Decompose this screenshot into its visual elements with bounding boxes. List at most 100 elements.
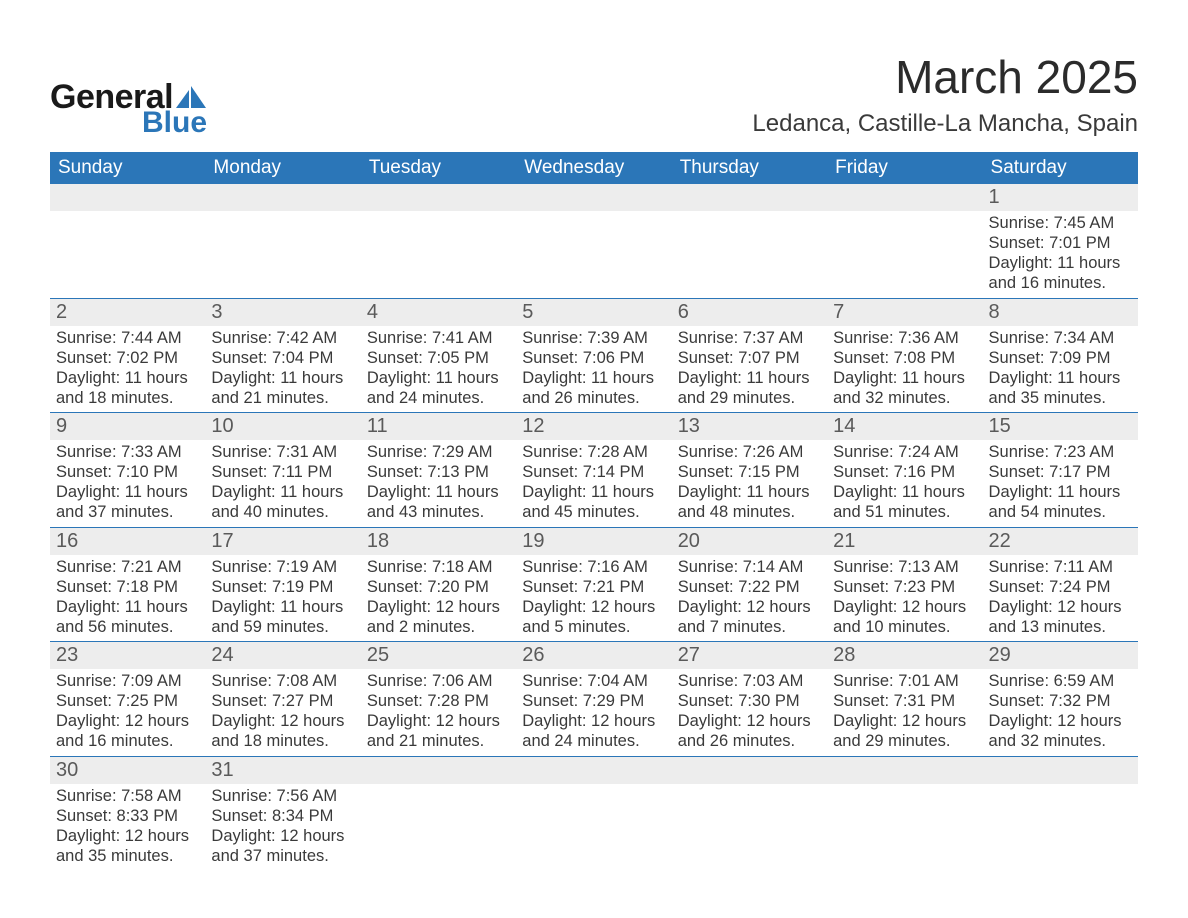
daynum-row: 9101112131415 (50, 413, 1138, 441)
day-number-cell (361, 184, 516, 211)
day-number-cell: 4 (361, 298, 516, 326)
day-number-cell: 18 (361, 527, 516, 555)
daynum-row: 3031 (50, 756, 1138, 784)
sunrise-line: Sunrise: 7:36 AM (833, 328, 976, 348)
sunset-line: Sunset: 7:32 PM (989, 691, 1132, 711)
daylight-line-1: Daylight: 12 hours (522, 597, 665, 617)
daynum-row: 1 (50, 184, 1138, 211)
detail-row: Sunrise: 7:45 AMSunset: 7:01 PMDaylight:… (50, 211, 1138, 298)
day-number-cell: 22 (983, 527, 1138, 555)
day-detail-cell: Sunrise: 7:24 AMSunset: 7:16 PMDaylight:… (827, 440, 982, 527)
sunrise-line: Sunrise: 7:16 AM (522, 557, 665, 577)
daylight-line-2: and 7 minutes. (678, 617, 821, 637)
daylight-line-2: and 54 minutes. (989, 502, 1132, 522)
day-detail-cell: Sunrise: 7:37 AMSunset: 7:07 PMDaylight:… (672, 326, 827, 413)
daylight-line-1: Daylight: 11 hours (211, 368, 354, 388)
sunrise-line: Sunrise: 7:09 AM (56, 671, 199, 691)
daylight-line-1: Daylight: 11 hours (833, 482, 976, 502)
sunset-line: Sunset: 7:19 PM (211, 577, 354, 597)
sunrise-line: Sunrise: 7:14 AM (678, 557, 821, 577)
day-detail-cell (361, 784, 516, 871)
sunset-line: Sunset: 7:04 PM (211, 348, 354, 368)
sunrise-line: Sunrise: 7:08 AM (211, 671, 354, 691)
sunrise-line: Sunrise: 7:04 AM (522, 671, 665, 691)
daylight-line-1: Daylight: 11 hours (56, 368, 199, 388)
sunset-line: Sunset: 7:23 PM (833, 577, 976, 597)
daylight-line-1: Daylight: 11 hours (522, 482, 665, 502)
daylight-line-1: Daylight: 12 hours (678, 711, 821, 731)
day-number-cell (827, 184, 982, 211)
daylight-line-2: and 16 minutes. (56, 731, 199, 751)
daylight-line-2: and 5 minutes. (522, 617, 665, 637)
day-detail-cell: Sunrise: 7:14 AMSunset: 7:22 PMDaylight:… (672, 555, 827, 642)
weekday-header: Saturday (983, 152, 1138, 184)
day-detail-cell: Sunrise: 7:36 AMSunset: 7:08 PMDaylight:… (827, 326, 982, 413)
sunrise-line: Sunrise: 7:29 AM (367, 442, 510, 462)
daylight-line-2: and 45 minutes. (522, 502, 665, 522)
day-detail-cell: Sunrise: 7:29 AMSunset: 7:13 PMDaylight:… (361, 440, 516, 527)
day-detail-cell: Sunrise: 6:59 AMSunset: 7:32 PMDaylight:… (983, 669, 1138, 756)
day-detail-cell (205, 211, 360, 298)
weekday-header: Wednesday (516, 152, 671, 184)
day-number-cell (516, 756, 671, 784)
day-detail-cell: Sunrise: 7:21 AMSunset: 7:18 PMDaylight:… (50, 555, 205, 642)
day-detail-cell: Sunrise: 7:19 AMSunset: 7:19 PMDaylight:… (205, 555, 360, 642)
day-number-cell: 3 (205, 298, 360, 326)
day-number-cell: 16 (50, 527, 205, 555)
sunrise-line: Sunrise: 7:56 AM (211, 786, 354, 806)
daylight-line-2: and 16 minutes. (989, 273, 1132, 293)
daylight-line-2: and 37 minutes. (56, 502, 199, 522)
day-detail-cell: Sunrise: 7:16 AMSunset: 7:21 PMDaylight:… (516, 555, 671, 642)
sunrise-line: Sunrise: 7:26 AM (678, 442, 821, 462)
day-number-cell: 24 (205, 642, 360, 670)
daylight-line-1: Daylight: 12 hours (56, 711, 199, 731)
day-detail-cell: Sunrise: 7:58 AMSunset: 8:33 PMDaylight:… (50, 784, 205, 871)
sunset-line: Sunset: 7:25 PM (56, 691, 199, 711)
sunset-line: Sunset: 7:28 PM (367, 691, 510, 711)
day-number-cell: 21 (827, 527, 982, 555)
daylight-line-1: Daylight: 11 hours (678, 482, 821, 502)
sunrise-line: Sunrise: 7:11 AM (989, 557, 1132, 577)
daylight-line-2: and 18 minutes. (211, 731, 354, 751)
daylight-line-2: and 29 minutes. (678, 388, 821, 408)
sunset-line: Sunset: 7:15 PM (678, 462, 821, 482)
daynum-row: 23242526272829 (50, 642, 1138, 670)
sunrise-line: Sunrise: 7:34 AM (989, 328, 1132, 348)
sunrise-line: Sunrise: 7:45 AM (989, 213, 1132, 233)
sunrise-line: Sunrise: 7:42 AM (211, 328, 354, 348)
sunrise-line: Sunrise: 7:19 AM (211, 557, 354, 577)
day-detail-cell: Sunrise: 7:34 AMSunset: 7:09 PMDaylight:… (983, 326, 1138, 413)
sunset-line: Sunset: 7:06 PM (522, 348, 665, 368)
sunrise-line: Sunrise: 6:59 AM (989, 671, 1132, 691)
sunset-line: Sunset: 7:08 PM (833, 348, 976, 368)
day-number-cell: 8 (983, 298, 1138, 326)
day-detail-cell (672, 211, 827, 298)
sunset-line: Sunset: 7:01 PM (989, 233, 1132, 253)
day-detail-cell: Sunrise: 7:44 AMSunset: 7:02 PMDaylight:… (50, 326, 205, 413)
logo-word-blue: Blue (142, 108, 207, 138)
month-title: March 2025 (752, 50, 1138, 104)
weekday-header: Sunday (50, 152, 205, 184)
daylight-line-1: Daylight: 11 hours (367, 368, 510, 388)
day-detail-cell (983, 784, 1138, 871)
sail-icon (176, 86, 206, 108)
day-number-cell: 19 (516, 527, 671, 555)
day-detail-cell: Sunrise: 7:13 AMSunset: 7:23 PMDaylight:… (827, 555, 982, 642)
sunrise-line: Sunrise: 7:01 AM (833, 671, 976, 691)
sunset-line: Sunset: 7:17 PM (989, 462, 1132, 482)
day-number-cell: 17 (205, 527, 360, 555)
daylight-line-2: and 24 minutes. (367, 388, 510, 408)
sunset-line: Sunset: 7:09 PM (989, 348, 1132, 368)
day-number-cell (205, 184, 360, 211)
day-number-cell (516, 184, 671, 211)
day-number-cell: 23 (50, 642, 205, 670)
daylight-line-2: and 13 minutes. (989, 617, 1132, 637)
sunset-line: Sunset: 7:07 PM (678, 348, 821, 368)
daylight-line-2: and 21 minutes. (211, 388, 354, 408)
day-detail-cell (50, 211, 205, 298)
daylight-line-1: Daylight: 11 hours (678, 368, 821, 388)
day-number-cell: 13 (672, 413, 827, 441)
sunset-line: Sunset: 7:10 PM (56, 462, 199, 482)
daylight-line-1: Daylight: 12 hours (522, 711, 665, 731)
day-number-cell: 28 (827, 642, 982, 670)
